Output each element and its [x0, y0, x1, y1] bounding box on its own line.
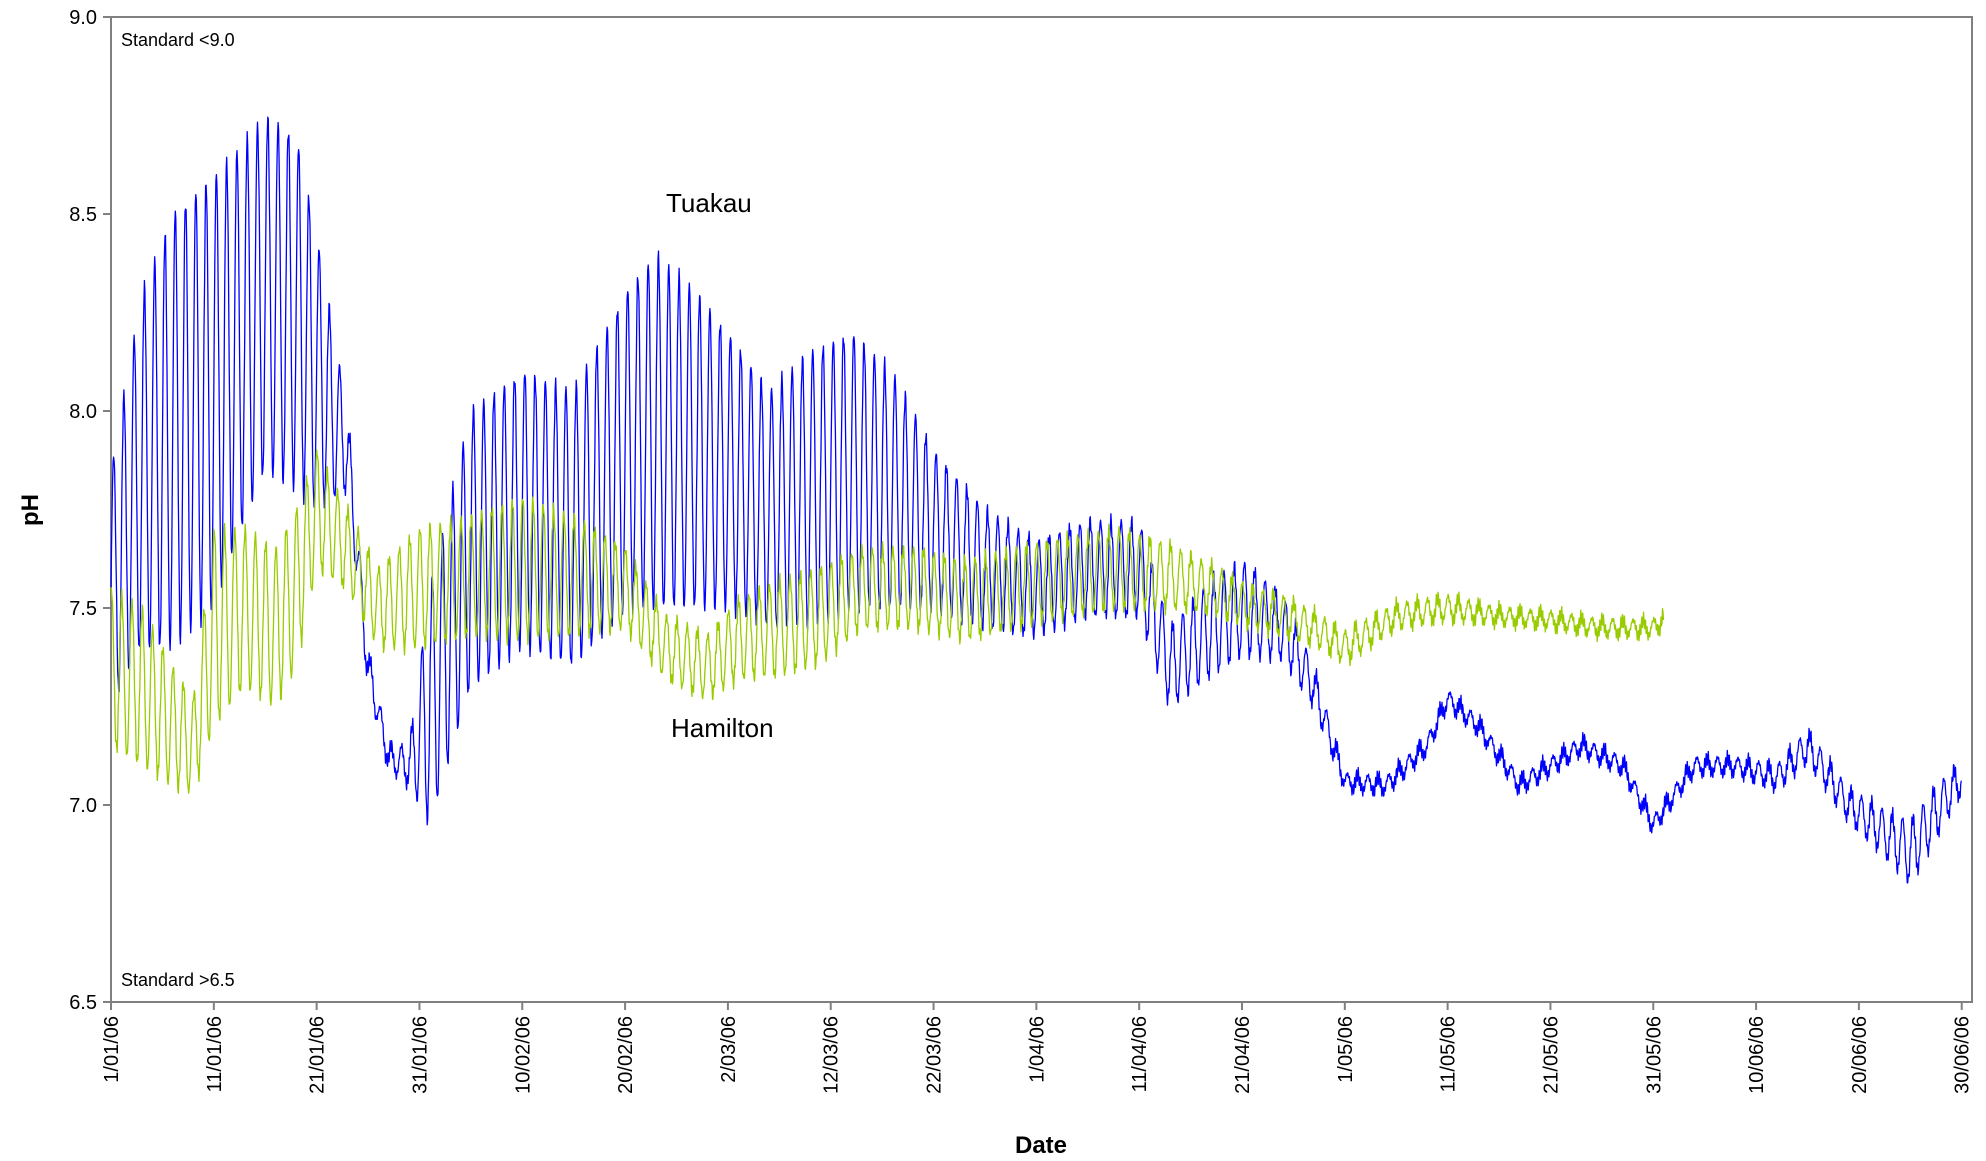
x-tick-label: 20/02/06 [615, 1016, 637, 1094]
x-tick-label: 21/04/06 [1232, 1016, 1254, 1094]
x-tick-label: 10/06/06 [1746, 1016, 1768, 1094]
annotation-lower-standard: Standard >6.5 [121, 970, 235, 990]
plot-area [110, 16, 1973, 1003]
y-tick-label: 7.5 [69, 598, 97, 620]
x-tick-label: 1/01/06 [101, 1016, 123, 1083]
x-axis-ticks: 1/01/06 11/01/06 21/01/06 31/01/06 10/02/06 2… [101, 1002, 1974, 1094]
x-tick-label: 20/06/06 [1849, 1016, 1871, 1094]
y-tick-label: 9.0 [69, 7, 97, 29]
y-tick-label: 8.5 [69, 204, 97, 226]
y-tick-label: 8.0 [69, 401, 97, 423]
x-tick-label: 30/06/06 [1952, 1016, 1974, 1094]
x-tick-label: 31/01/06 [409, 1016, 431, 1094]
x-tick-label: 11/04/06 [1129, 1016, 1151, 1092]
y-tick-label: 6.5 [69, 992, 97, 1014]
series-layer [110, 116, 1962, 884]
x-tick-label: 1/04/06 [1026, 1016, 1048, 1083]
x-tick-label: 22/03/06 [924, 1016, 946, 1094]
y-axis-title: pH [17, 494, 44, 526]
x-tick-label: 31/05/06 [1643, 1016, 1665, 1094]
series-line-hamilton [110, 449, 1665, 794]
x-tick-label: 21/01/06 [307, 1016, 329, 1094]
series-line-tuakau [110, 116, 1962, 884]
x-tick-label: 2/03/06 [718, 1016, 740, 1083]
x-tick-label: 1/05/06 [1335, 1016, 1357, 1083]
x-tick-label: 11/05/06 [1438, 1016, 1460, 1092]
x-tick-label: 10/02/06 [512, 1016, 534, 1094]
x-axis-title: Date [1015, 1132, 1067, 1159]
x-tick-label: 11/01/06 [204, 1016, 226, 1092]
y-axis-ticks: 6.5 7.0 7.5 8.0 8.5 9.0 [69, 7, 111, 1014]
y-tick-label: 7.0 [69, 795, 97, 817]
x-tick-label: 21/05/06 [1540, 1016, 1562, 1094]
series-label-tuakau: Tuakau [666, 188, 752, 218]
series-label-hamilton: Hamilton [671, 713, 774, 743]
annotation-upper-standard: Standard <9.0 [121, 30, 235, 50]
x-tick-label: 12/03/06 [821, 1016, 843, 1094]
